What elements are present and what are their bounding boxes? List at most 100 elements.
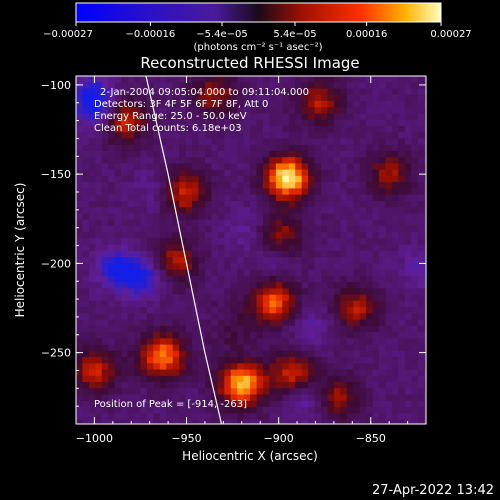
heatmap-cell	[185, 244, 193, 252]
heatmap-cell	[262, 319, 271, 327]
heatmap-cell	[398, 363, 406, 371]
heatmap-cell	[82, 250, 90, 258]
heatmap-cell	[250, 332, 258, 339]
heatmap-cell	[404, 282, 412, 289]
heatmap-cell	[179, 169, 187, 177]
heatmap-cell	[159, 194, 167, 202]
heatmap-cell	[385, 244, 393, 252]
heatmap-cell	[95, 338, 103, 346]
heatmap-cell	[140, 369, 148, 377]
heatmap-cell	[211, 94, 219, 102]
heatmap-cell	[250, 288, 258, 296]
heatmap-cell	[275, 138, 283, 146]
heatmap-cell	[230, 307, 238, 314]
heatmap-cell	[359, 282, 367, 289]
heatmap-cell	[262, 194, 271, 202]
heatmap-cell	[411, 344, 419, 352]
heatmap-cell	[411, 250, 419, 258]
heatmap-cell	[398, 119, 406, 127]
heatmap-cell	[243, 88, 251, 96]
heatmap-cell	[114, 269, 122, 277]
heatmap-cell	[269, 244, 277, 252]
heatmap-cell	[134, 282, 142, 289]
heatmap-cell	[256, 250, 264, 258]
heatmap-cell	[333, 363, 341, 371]
heatmap-cell	[224, 363, 232, 371]
heatmap-cell	[159, 375, 167, 383]
heatmap-cell	[108, 250, 116, 258]
heatmap-cell	[76, 407, 84, 414]
heatmap-cell	[250, 113, 258, 121]
heatmap-cell	[198, 194, 206, 202]
heatmap-cell	[198, 175, 206, 183]
heatmap-cell	[295, 219, 303, 227]
heatmap-cell	[372, 100, 380, 108]
heatmap-cell	[127, 388, 135, 396]
heatmap-cell	[282, 325, 290, 333]
heatmap-cell	[166, 288, 174, 296]
heatmap-cell	[295, 363, 303, 371]
heatmap-cell	[321, 369, 329, 377]
heatmap-cell	[269, 213, 277, 221]
heatmap-cell	[185, 182, 193, 190]
heatmap-cell	[359, 338, 367, 346]
heatmap-cell	[121, 375, 129, 383]
heatmap-cell	[314, 225, 322, 233]
heatmap-cell	[101, 338, 109, 346]
heatmap-cell	[366, 219, 374, 227]
heatmap-cell	[346, 94, 354, 102]
heatmap-cell	[198, 400, 206, 408]
heatmap-cell	[127, 76, 135, 83]
heatmap-cell	[346, 388, 354, 396]
heatmap-cell	[211, 357, 219, 364]
heatmap-cell	[114, 163, 122, 171]
heatmap-cell	[230, 388, 238, 396]
heatmap-cell	[346, 275, 354, 283]
heatmap-cell	[172, 294, 180, 302]
heatmap-cell	[153, 232, 161, 239]
heatmap-cell	[146, 175, 154, 183]
heatmap-cell	[95, 119, 103, 127]
heatmap-cell	[211, 375, 219, 383]
heatmap-cell	[121, 269, 129, 277]
heatmap-cell	[359, 350, 367, 358]
heatmap-cell	[321, 394, 329, 402]
heatmap-cell	[172, 338, 180, 346]
heatmap-cell	[321, 263, 329, 271]
heatmap-cell	[282, 88, 290, 96]
heatmap-cell	[333, 325, 341, 333]
heatmap-cell	[301, 157, 309, 165]
heatmap-cell	[114, 325, 122, 333]
heatmap-cell	[391, 138, 399, 146]
heatmap-cell	[340, 94, 348, 102]
heatmap-cell	[211, 319, 219, 327]
heatmap-cell	[217, 207, 225, 215]
heatmap-cell	[230, 294, 238, 302]
heatmap-cell	[76, 250, 84, 258]
heatmap-cell	[179, 250, 187, 258]
heatmap-cell	[282, 232, 290, 239]
heatmap-cell	[275, 313, 283, 321]
heatmap-cell	[424, 375, 426, 383]
heatmap-cell	[417, 375, 425, 383]
heatmap-cell	[88, 132, 96, 140]
heatmap-cell	[327, 107, 335, 115]
heatmap-cell	[159, 313, 167, 321]
heatmap-cell	[366, 238, 374, 246]
heatmap-cell	[308, 150, 316, 158]
heatmap-cell	[295, 350, 303, 358]
heatmap-cell	[121, 82, 129, 90]
heatmap-cell	[101, 282, 109, 289]
x-tick-label: −1000	[76, 432, 113, 445]
heatmap-cell	[230, 300, 238, 308]
heatmap-cell	[230, 357, 238, 364]
heatmap-cell	[385, 82, 393, 90]
heatmap-cell	[275, 213, 283, 221]
heatmap-cell	[166, 132, 174, 140]
heatmap-cell	[185, 188, 193, 196]
heatmap-cell	[288, 344, 296, 352]
heatmap-cell	[250, 119, 258, 127]
heatmap-cell	[333, 157, 341, 165]
heatmap-cell	[250, 138, 258, 146]
heatmap-cell	[114, 419, 122, 424]
